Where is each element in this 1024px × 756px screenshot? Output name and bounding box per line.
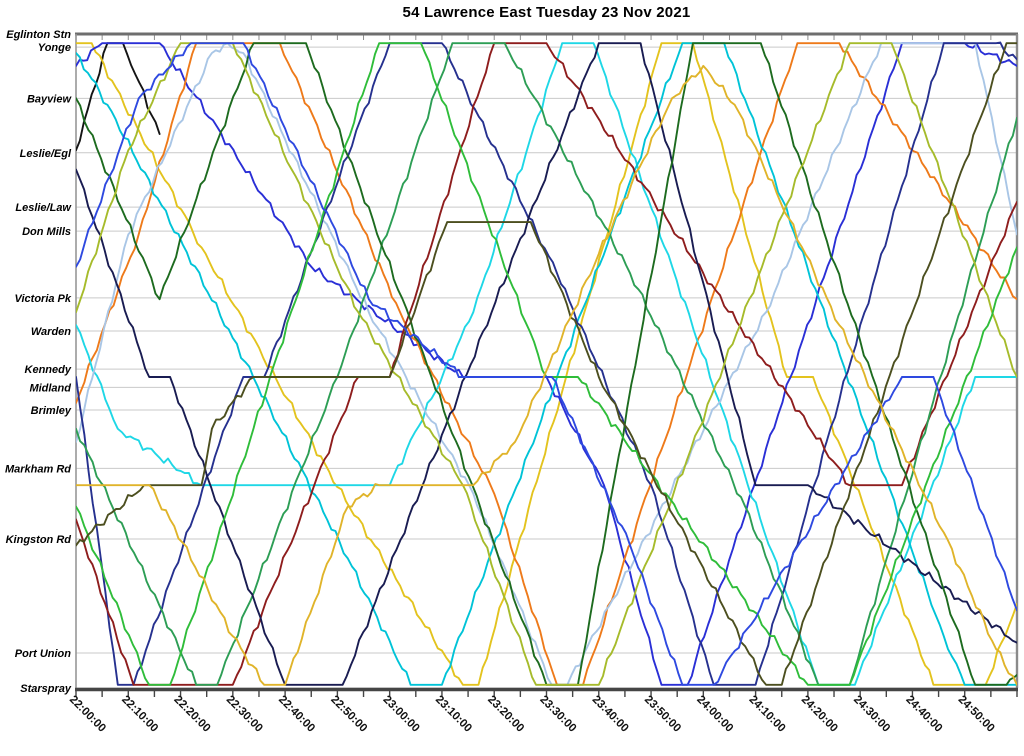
station-label-leslie-law: Leslie/Law xyxy=(15,202,72,214)
x-axis-label: 24:20:00 xyxy=(799,694,840,735)
x-axis-label: 22:30:00 xyxy=(224,694,265,735)
station-label-yonge: Yonge xyxy=(38,42,71,54)
x-axis-label: 23:30:00 xyxy=(537,694,578,735)
station-label-kingston-rd: Kingston Rd xyxy=(6,534,72,546)
x-axis-label: 22:00:00 xyxy=(67,694,108,735)
station-label-starspray: Starspray xyxy=(20,683,72,695)
station-label-bayview: Bayview xyxy=(27,93,72,105)
x-axis-label: 23:10:00 xyxy=(433,694,474,735)
x-axis-label: 24:00:00 xyxy=(694,694,735,735)
x-axis-label: 24:40:00 xyxy=(903,694,944,735)
series-line-run-12-darkgreen xyxy=(76,42,1017,686)
series-line-run-10-seagreen xyxy=(76,42,1017,686)
chart-title: 54 Lawrence East Tuesday 23 Nov 2021 xyxy=(402,4,691,21)
series-line-run-08-navy xyxy=(76,41,1017,686)
x-axis-label: 24:50:00 xyxy=(956,694,997,735)
station-label-midland: Midland xyxy=(29,382,71,394)
x-axis-label: 24:10:00 xyxy=(746,694,787,735)
station-label-brimley: Brimley xyxy=(31,405,72,417)
station-label-victoria-pk: Victoria Pk xyxy=(15,293,72,305)
series-line-run-02-gold xyxy=(76,42,1017,686)
x-axis-label: 23:40:00 xyxy=(590,694,631,735)
station-label-leslie-egl: Leslie/Egl xyxy=(20,148,72,160)
station-label-warden: Warden xyxy=(31,326,71,338)
series-line-run-15-darkolive xyxy=(76,42,1017,686)
series-line-run-17-gold2 xyxy=(76,64,1017,686)
station-label-don-mills: Don Mills xyxy=(22,226,71,238)
x-axis-label: 22:50:00 xyxy=(328,694,369,735)
station-label-eglinton-stn: Eglinton Stn xyxy=(6,29,71,41)
x-axis-label: 22:10:00 xyxy=(119,694,160,735)
series-line-run-06-teal-cyan xyxy=(76,42,1017,686)
x-axis-label: 23:50:00 xyxy=(642,694,683,735)
x-axis-label: 24:30:00 xyxy=(851,694,892,735)
series-line-run-07-lightsteel xyxy=(76,42,1017,686)
x-axis-label: 22:20:00 xyxy=(171,694,212,735)
x-axis-label: 23:20:00 xyxy=(485,694,526,735)
station-label-kennedy: Kennedy xyxy=(25,364,72,376)
x-axis-label: 23:00:00 xyxy=(381,694,422,735)
series-line-run-11-darknavy xyxy=(76,42,1017,686)
station-label-port-union: Port Union xyxy=(15,648,71,660)
station-label-markham-rd: Markham Rd xyxy=(5,463,71,475)
x-axis-label: 22:40:00 xyxy=(276,694,317,735)
series-line-run-16-royalblue xyxy=(76,42,1017,686)
series-line-run-09-darkred xyxy=(76,42,1017,686)
